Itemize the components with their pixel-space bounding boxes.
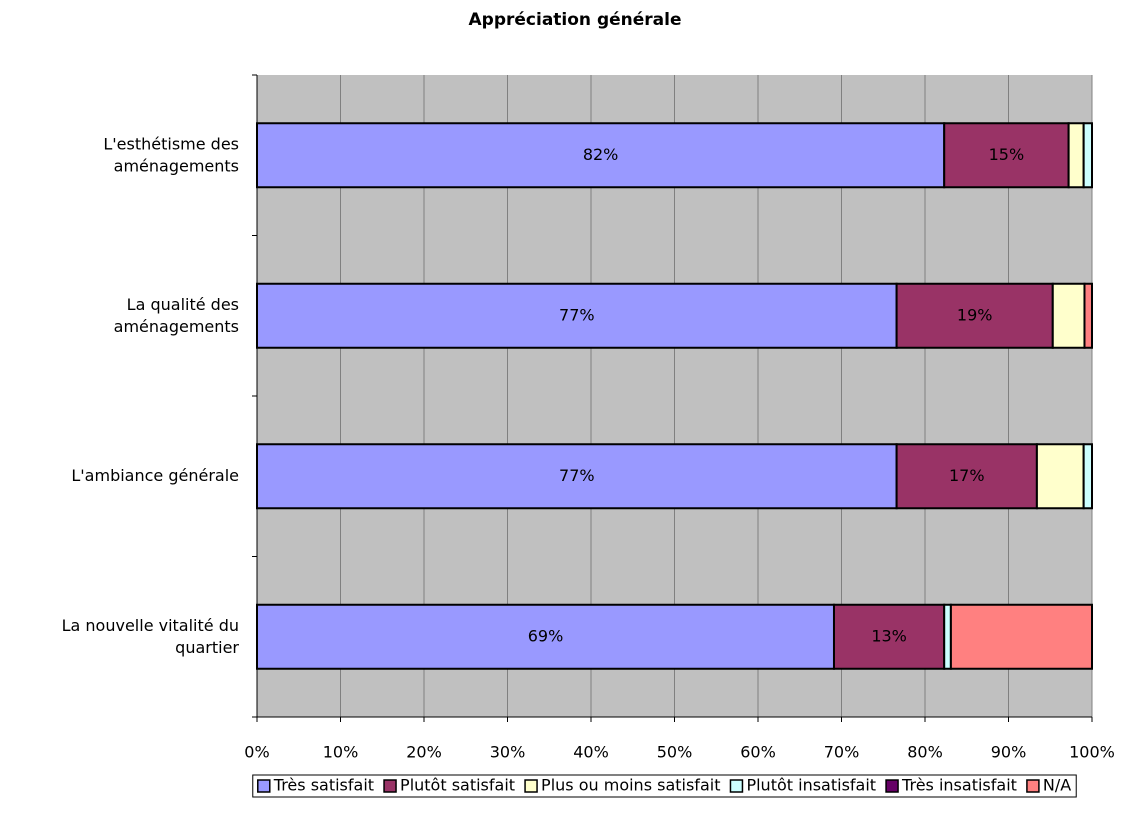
data-label: 77% [559, 305, 595, 324]
chart-title: Appréciation générale [469, 10, 682, 30]
bar-segment [1082, 443, 1094, 510]
y-tick-label: L'ambiance générale [71, 466, 239, 485]
legend-label: N/A [1043, 776, 1071, 795]
x-tick-label: 50% [657, 743, 693, 762]
legend-swatch [524, 779, 538, 793]
bar-segment [256, 443, 898, 510]
bar-segment [256, 603, 835, 670]
x-tick-label: 10% [323, 743, 359, 762]
data-label: 19% [957, 305, 993, 324]
y-tick-label: La qualité des aménagements [114, 294, 239, 335]
bar-segment [256, 122, 946, 189]
data-label: 15% [989, 145, 1025, 164]
data-label: 69% [528, 626, 564, 645]
legend-swatch [885, 779, 899, 793]
bar-segment [895, 443, 1038, 510]
x-tick-label: 80% [907, 743, 943, 762]
legend-label: Très satisfait [273, 776, 374, 795]
bar-segment [1067, 122, 1085, 189]
legend-swatch [1026, 779, 1040, 793]
bar-segment [949, 603, 1094, 670]
x-tick-label: 20% [406, 743, 442, 762]
bar-segment [895, 282, 1054, 349]
legend-label: Plutôt satisfait [400, 776, 515, 795]
legend-swatch [257, 779, 271, 793]
y-tick-label: L'esthétisme des aménagements [103, 134, 239, 175]
legend-label: Plutôt insatisfait [746, 776, 876, 795]
data-label: 13% [871, 626, 907, 645]
x-tick-label: 60% [740, 743, 776, 762]
legend: Très satisfait Plutôt satisfait Plus ou mo… [252, 774, 1077, 798]
bar-segment [1082, 122, 1094, 189]
x-tick-label: 0% [244, 743, 269, 762]
y-tick-label: La nouvelle vitalité du quartier [62, 615, 240, 656]
data-label: 77% [559, 466, 595, 485]
x-tick-label: 100% [1069, 743, 1115, 762]
bar-segment [256, 282, 898, 349]
data-label: 17% [949, 466, 985, 485]
x-tick-label: 90% [991, 743, 1027, 762]
bar-segment [832, 603, 946, 670]
bar-segment [943, 603, 952, 670]
legend-box [252, 774, 1077, 798]
bar-segment [1051, 282, 1086, 349]
x-tick-label: 30% [490, 743, 526, 762]
bar-segment [1035, 443, 1085, 510]
legend-swatch [729, 779, 744, 793]
x-tick-label: 40% [573, 743, 609, 762]
legend-label: Très insatisfait [901, 776, 1017, 795]
x-tick-label: 70% [824, 743, 860, 762]
bar-segment [1083, 282, 1093, 349]
bar-segment [943, 122, 1070, 189]
data-label: 82% [583, 145, 619, 164]
legend-label: Plus ou moins satisfait [541, 776, 720, 795]
legend-swatch [383, 779, 397, 793]
